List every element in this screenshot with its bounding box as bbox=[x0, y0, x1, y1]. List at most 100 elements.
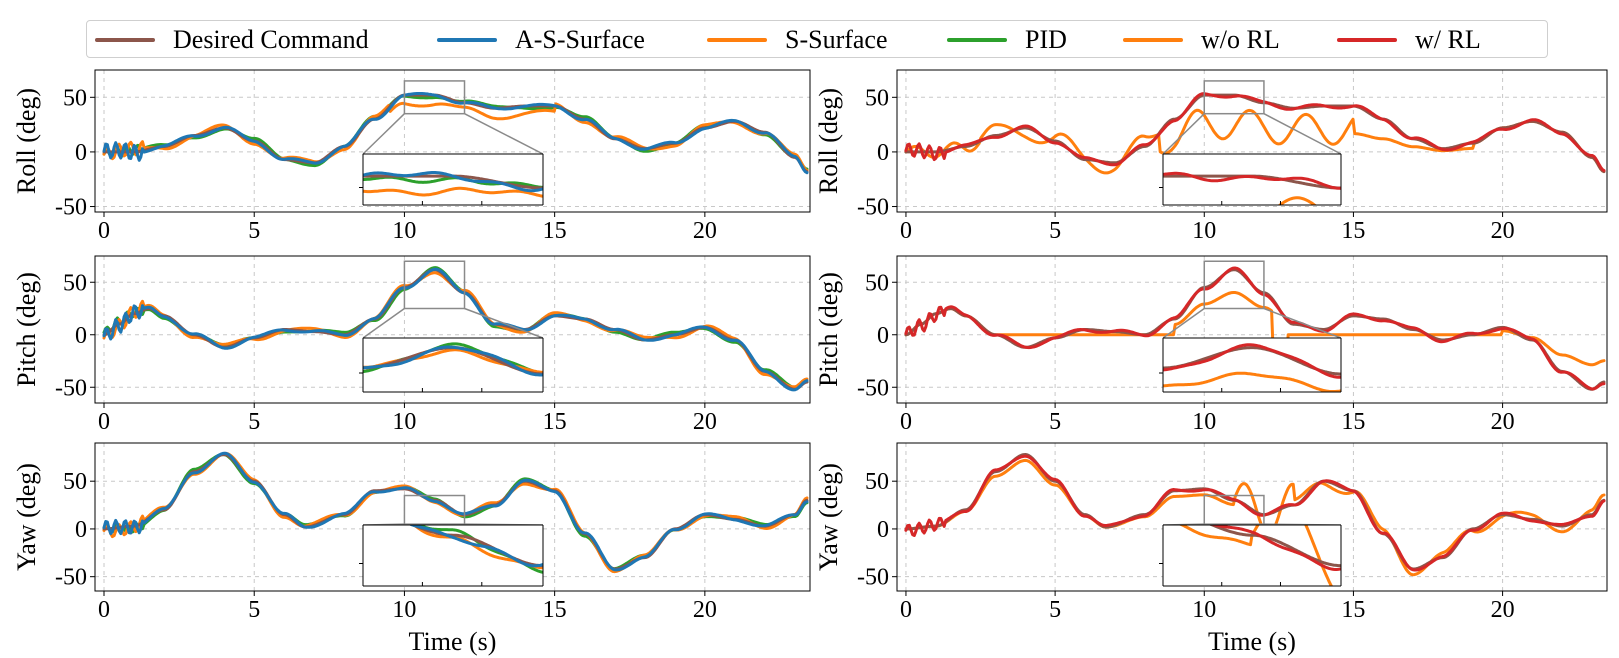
y-tick-label-left-pitch-0: 50 bbox=[63, 270, 87, 296]
legend-swatch-s-surface bbox=[707, 38, 767, 42]
x-axis-label-left: Time (s) bbox=[409, 627, 497, 656]
x-tick-label-left-yaw-3: 15 bbox=[543, 597, 567, 623]
series-line-wo-rl-right-pitch bbox=[904, 291, 1606, 367]
series-group-left-roll bbox=[102, 92, 809, 175]
x-tick-label-left-roll-4: 20 bbox=[693, 218, 717, 244]
inset-background-left-roll bbox=[363, 154, 543, 205]
x-tick-label-left-roll-2: 10 bbox=[392, 218, 416, 244]
legend: Desired Command A-S-Surface S-Surface PI… bbox=[86, 20, 1548, 58]
legend-swatch-wo-rl bbox=[1123, 38, 1183, 42]
y-tick-label-right-roll-0: 50 bbox=[865, 85, 889, 111]
x-tick-label-left-roll-1: 5 bbox=[248, 218, 260, 244]
legend-label-desired-command: Desired Command bbox=[173, 25, 369, 54]
inset-line-w-rl-right-pitch bbox=[1163, 343, 1341, 379]
x-tick-label-right-pitch-2: 10 bbox=[1192, 409, 1216, 435]
legend-swatch-w-rl bbox=[1337, 38, 1397, 42]
x-tick-label-right-roll-3: 15 bbox=[1341, 218, 1365, 244]
inset-line-a-s-surface-left-pitch bbox=[363, 345, 543, 377]
inset-line-a-s-surface-left-yaw bbox=[408, 525, 543, 568]
y-tick-label-left-roll-0: 50 bbox=[63, 85, 87, 111]
x-tick-label-right-yaw-3: 15 bbox=[1341, 597, 1365, 623]
zoom-connector-right-right-pitch bbox=[1263, 307, 1342, 339]
inset-series-group-left-yaw bbox=[408, 525, 543, 574]
y-axis-label-right-pitch: Pitch (deg) bbox=[814, 272, 843, 387]
series-line-w-rl-right-yaw bbox=[904, 454, 1606, 572]
x-tick-label-right-yaw-4: 20 bbox=[1491, 597, 1515, 623]
zoom-connector-left-left-pitch bbox=[362, 307, 405, 339]
axes-frame-left-yaw bbox=[94, 442, 811, 592]
legend-item-pid: PID bbox=[947, 21, 1067, 59]
zoom-connector-left-left-roll bbox=[362, 113, 405, 155]
zoom-box-right-yaw bbox=[1203, 494, 1265, 525]
legend-item-wo-rl: w/o RL bbox=[1123, 21, 1280, 59]
x-tick-label-right-roll-4: 20 bbox=[1491, 218, 1515, 244]
x-tick-label-right-pitch-4: 20 bbox=[1491, 409, 1515, 435]
inset-line-w-rl-right-roll bbox=[1163, 171, 1341, 190]
axes-frame-right-pitch bbox=[896, 255, 1608, 404]
zoom-box-left-pitch bbox=[403, 260, 466, 310]
legend-swatch-desired-command bbox=[95, 38, 155, 42]
y-tick-label-left-yaw-0: 50 bbox=[63, 469, 87, 495]
inset-line-a-s-surface-left-roll bbox=[363, 171, 543, 193]
x-tick-label-right-pitch-3: 15 bbox=[1341, 409, 1365, 435]
inset-line-s-surface-left-roll bbox=[363, 186, 543, 198]
y-tick-label-left-pitch-1: 0 bbox=[75, 323, 87, 349]
inset-line-wo-rl-right-roll bbox=[1277, 196, 1317, 205]
series-line-w-rl-right-pitch bbox=[904, 266, 1606, 391]
y-tick-label-left-yaw-2: -50 bbox=[55, 565, 87, 591]
y-tick-label-right-yaw-0: 50 bbox=[865, 469, 889, 495]
series-line-a-s-surface-left-roll bbox=[102, 92, 809, 175]
zoom-connector-left-right-roll bbox=[1162, 113, 1205, 155]
series-line-a-s-surface-left-yaw bbox=[102, 451, 809, 572]
y-tick-label-right-yaw-1: 0 bbox=[877, 517, 889, 543]
inset-line-w-rl-right-yaw bbox=[1210, 525, 1341, 571]
axes-frame-right-yaw bbox=[896, 442, 1608, 592]
legend-swatch-a-s-surface bbox=[437, 38, 497, 42]
zoom-connector-right-right-roll bbox=[1263, 113, 1342, 155]
series-line-w-rl-right-roll bbox=[904, 92, 1606, 172]
x-tick-label-left-pitch-1: 5 bbox=[248, 409, 260, 435]
x-tick-label-left-pitch-3: 15 bbox=[543, 409, 567, 435]
y-tick-label-right-roll-1: 0 bbox=[877, 140, 889, 166]
series-line-wo-rl-right-yaw bbox=[904, 458, 1606, 577]
y-tick-label-right-roll-2: -50 bbox=[857, 195, 889, 221]
x-tick-label-right-roll-1: 5 bbox=[1049, 218, 1061, 244]
series-group-left-yaw bbox=[102, 451, 809, 574]
y-tick-label-right-pitch-0: 50 bbox=[865, 270, 889, 296]
inset-background-right-roll bbox=[1163, 154, 1341, 205]
x-tick-label-left-yaw-2: 10 bbox=[392, 597, 416, 623]
series-group-right-pitch bbox=[904, 266, 1606, 391]
zoom-box-left-roll bbox=[403, 80, 466, 115]
inset-series-group-right-pitch bbox=[1163, 343, 1341, 392]
x-tick-label-right-yaw-0: 0 bbox=[900, 597, 912, 623]
y-tick-label-left-roll-1: 0 bbox=[75, 140, 87, 166]
legend-label-pid: PID bbox=[1025, 25, 1067, 54]
x-tick-label-right-roll-0: 0 bbox=[900, 218, 912, 244]
x-tick-label-right-pitch-0: 0 bbox=[900, 409, 912, 435]
zoom-connector-right-left-roll bbox=[464, 113, 544, 155]
y-axis-label-left-pitch: Pitch (deg) bbox=[12, 272, 41, 387]
y-tick-label-left-roll-2: -50 bbox=[55, 195, 87, 221]
y-tick-label-right-yaw-2: -50 bbox=[857, 565, 889, 591]
x-axis-label-right: Time (s) bbox=[1208, 627, 1296, 656]
y-axis-label-right-yaw: Yaw (deg) bbox=[814, 463, 843, 571]
series-group-right-yaw bbox=[904, 453, 1606, 577]
x-tick-label-left-pitch-4: 20 bbox=[693, 409, 717, 435]
x-tick-label-left-roll-3: 15 bbox=[543, 218, 567, 244]
inset-series-group-left-pitch bbox=[363, 342, 543, 377]
y-tick-label-left-pitch-2: -50 bbox=[55, 375, 87, 401]
zoom-box-left-yaw bbox=[403, 494, 466, 525]
legend-item-w-rl: w/ RL bbox=[1337, 21, 1481, 59]
inset-line-wo-rl-right-pitch bbox=[1163, 371, 1341, 392]
legend-item-s-surface: S-Surface bbox=[707, 21, 888, 59]
zoom-box-right-pitch bbox=[1203, 260, 1265, 310]
legend-label-wo-rl: w/o RL bbox=[1201, 25, 1280, 54]
inset-series-group-left-roll bbox=[363, 171, 543, 198]
axes-frame-left-pitch bbox=[94, 255, 811, 404]
x-tick-label-left-yaw-0: 0 bbox=[98, 597, 110, 623]
y-tick-label-left-yaw-1: 0 bbox=[75, 517, 87, 543]
x-tick-label-right-pitch-1: 5 bbox=[1049, 409, 1061, 435]
inset-series-group-right-roll bbox=[1163, 171, 1341, 205]
legend-label-a-s-surface: A-S-Surface bbox=[515, 25, 645, 54]
